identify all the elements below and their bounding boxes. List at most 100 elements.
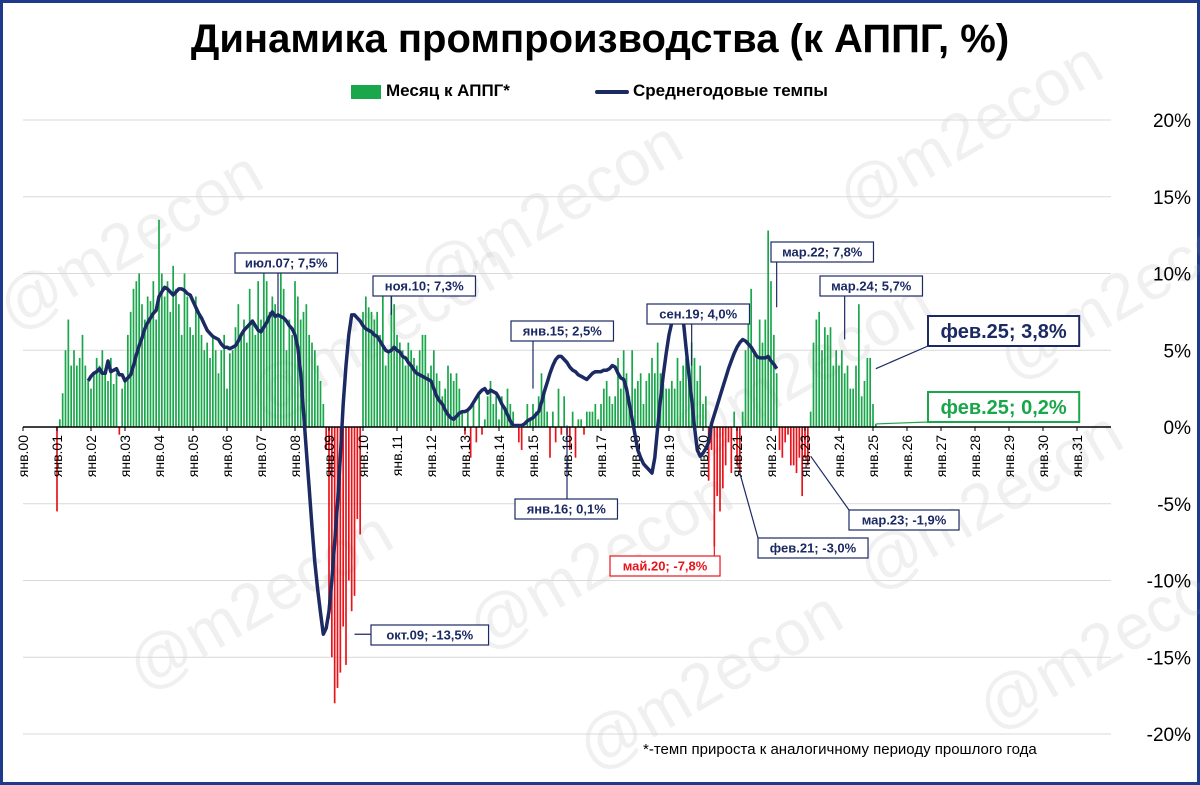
bar — [753, 350, 755, 427]
bar — [70, 365, 73, 427]
bar — [356, 427, 359, 520]
annotation-leader — [875, 421, 929, 425]
bar — [260, 319, 262, 427]
bar — [61, 393, 64, 427]
bar — [500, 396, 503, 427]
annotation-leader — [875, 345, 929, 370]
annotation-box — [757, 537, 869, 559]
annotation-label: мар.24; 5,7% — [831, 279, 912, 294]
bar — [364, 296, 367, 427]
annotation-label: мар.23; -1,9% — [862, 513, 947, 528]
bar — [778, 427, 781, 451]
bar — [543, 388, 546, 427]
bar — [84, 365, 87, 427]
x-tick-label: янв.02 — [83, 435, 99, 477]
bar — [169, 311, 172, 427]
bar — [512, 411, 515, 427]
bar — [452, 380, 455, 427]
annotation-box — [370, 624, 490, 646]
x-tick-label: янв.09 — [321, 435, 337, 477]
x-tick-label: янв.27 — [933, 435, 949, 477]
bar — [563, 396, 566, 427]
bar — [237, 304, 240, 427]
bar — [682, 365, 685, 427]
bar — [741, 411, 744, 427]
bar — [359, 427, 362, 535]
y-tick-label: 0% — [1164, 418, 1192, 439]
y-tick-label: 20% — [1153, 111, 1191, 132]
bar — [279, 273, 282, 427]
bar — [747, 304, 750, 427]
bar — [291, 334, 294, 427]
x-tick-label: янв.28 — [967, 435, 983, 477]
bar — [863, 380, 866, 427]
bar — [413, 357, 415, 427]
bar — [840, 350, 843, 427]
bar — [410, 350, 413, 427]
bar — [407, 342, 410, 427]
bar — [214, 350, 217, 427]
bar — [438, 380, 441, 427]
bar — [192, 334, 194, 427]
bar — [101, 350, 104, 427]
legend-bar-swatch — [351, 85, 381, 99]
bar — [557, 388, 560, 427]
bar — [257, 281, 260, 427]
bar — [636, 380, 639, 427]
annotation-box — [770, 241, 875, 263]
y-tick-label: 5% — [1164, 341, 1192, 362]
bar — [404, 365, 407, 427]
bar — [302, 311, 305, 427]
x-tick-label: янв.18 — [627, 435, 643, 477]
bar — [829, 327, 832, 427]
bar — [347, 427, 350, 581]
x-tick-label: янв.03 — [117, 435, 133, 477]
bar — [254, 334, 257, 427]
bar — [186, 296, 189, 427]
bar — [679, 380, 682, 427]
bar — [784, 427, 787, 443]
bar — [730, 427, 733, 474]
bar — [64, 350, 67, 427]
bar — [874, 423, 877, 427]
x-tick-label: янв.07 — [253, 435, 269, 477]
annotation-box — [646, 303, 751, 325]
bar — [217, 373, 220, 427]
bar — [56, 427, 58, 512]
bar — [733, 411, 736, 427]
bar — [826, 334, 829, 427]
bar — [166, 281, 169, 427]
bar — [761, 342, 764, 427]
bar — [812, 342, 815, 427]
legend-label-line: Среднегодовые темпы — [633, 81, 828, 100]
y-tick-label: -15% — [1147, 648, 1191, 669]
bar — [670, 380, 673, 427]
bar — [534, 411, 537, 427]
bar — [795, 427, 798, 474]
bar — [180, 334, 183, 427]
bar — [124, 380, 126, 427]
bar — [486, 396, 489, 427]
bar — [107, 380, 109, 427]
bar — [656, 342, 659, 427]
bar — [631, 350, 634, 427]
annotation-box — [234, 252, 339, 274]
bar — [713, 427, 716, 547]
bar — [211, 334, 214, 427]
annotation-leader — [739, 472, 759, 539]
bar — [645, 380, 648, 427]
bar — [461, 411, 464, 427]
bar — [860, 396, 863, 427]
y-tick-label: 15% — [1153, 188, 1191, 209]
bar — [155, 319, 158, 427]
bar — [152, 281, 155, 427]
bar — [619, 388, 622, 427]
bar — [846, 365, 849, 427]
bar — [81, 334, 84, 427]
bar — [792, 427, 795, 466]
bar — [345, 427, 347, 665]
bar — [738, 427, 741, 474]
bar — [651, 357, 653, 427]
x-tick-label: янв.24 — [831, 435, 847, 477]
